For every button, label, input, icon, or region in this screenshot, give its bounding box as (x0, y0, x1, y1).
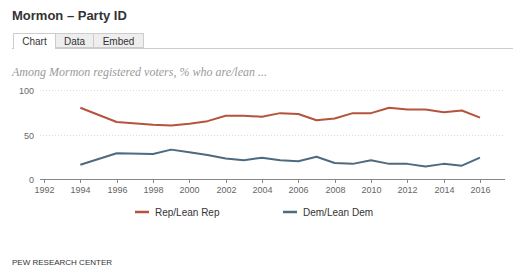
chart: Mormon – Party ID Chart Data Embed Among Mor… (0, 0, 525, 272)
x-tick (44, 179, 45, 183)
tab-gap (14, 48, 55, 50)
y-tick-label: 50 (24, 131, 34, 141)
legend-label: Rep/Lean Rep (155, 207, 220, 218)
x-tick-label: 1996 (107, 185, 127, 195)
x-tick (117, 179, 118, 183)
legend-label: Dem/Lean Dem (303, 207, 373, 218)
x-tick-label: 2016 (470, 185, 490, 195)
x-tick-label: 2010 (361, 185, 381, 195)
source: PEW RESEARCH CENTER (12, 258, 112, 267)
tab-rule (12, 48, 513, 49)
x-tick-label: 2004 (252, 185, 272, 195)
x-tick-label: 2012 (397, 185, 417, 195)
x-tick (407, 179, 408, 183)
x-tick-label: 1998 (143, 185, 163, 195)
x-tick-label: 2000 (179, 185, 199, 195)
tab[interactable] (56, 34, 94, 48)
x-tick-label: 2002 (216, 185, 236, 195)
tab[interactable] (94, 34, 144, 48)
x-tick-label: 1992 (34, 185, 54, 195)
baseline (40, 179, 505, 180)
series-line (80, 108, 480, 126)
x-tick-label: 2008 (325, 185, 345, 195)
tab-label[interactable]: Embed (103, 36, 135, 47)
tab[interactable] (14, 34, 56, 49)
x-tick (480, 179, 481, 183)
x-tick (189, 179, 190, 183)
x-tick (444, 179, 445, 183)
grid-line (40, 90, 505, 91)
subtitle: Among Mormon registered voters, % who ar… (11, 65, 267, 79)
x-tick-label: 2014 (434, 185, 454, 195)
x-tick-label: 2006 (288, 185, 308, 195)
title: Mormon – Party ID (12, 8, 127, 23)
x-tick (80, 179, 81, 183)
y-tick-label: 0 (29, 175, 34, 185)
lines (80, 108, 480, 167)
grid-line (40, 135, 505, 136)
x-tick (371, 179, 372, 183)
x-tick (226, 179, 227, 183)
legend-swatch (283, 211, 297, 214)
x-tick (262, 179, 263, 183)
legend-swatch (135, 211, 149, 214)
series-line (80, 150, 480, 167)
x-tick-label: 1994 (70, 185, 90, 195)
x-tick (335, 179, 336, 183)
tab-label[interactable]: Data (64, 36, 86, 47)
tab-label[interactable]: Chart (22, 36, 47, 47)
y-tick-label: 100 (19, 86, 34, 96)
x-tick (298, 179, 299, 183)
x-tick (153, 179, 154, 183)
